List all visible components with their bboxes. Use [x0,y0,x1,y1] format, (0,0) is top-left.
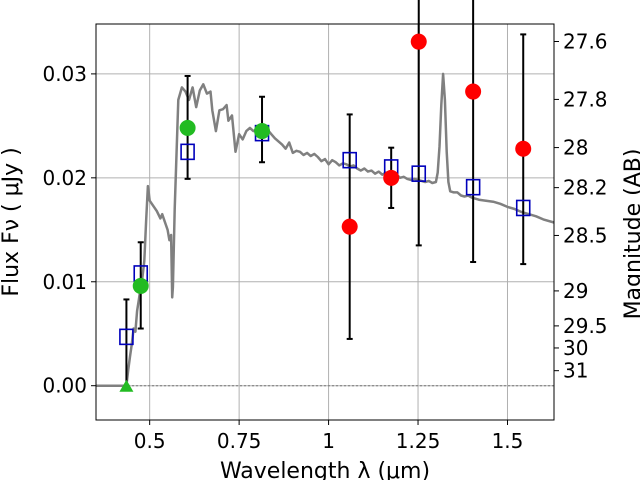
observed-point [383,169,400,186]
model-photometry-point [342,151,357,169]
right-tick-label: 30 [563,336,588,360]
y-tick-label: 0.01 [42,270,87,294]
model-photometry-point [515,199,531,217]
x-tick-label: 1 [322,429,335,453]
model-photometry-point [119,328,134,346]
model-photometry-point [411,165,427,182]
observed-point [179,119,196,136]
y-axis-ticks: 0.00 0.01 0.02 0.03 [42,62,96,398]
model-spectrum-line [96,72,555,387]
right-tick-label: 31 [563,359,588,383]
x-tick-label: 0.5 [134,429,166,453]
observed-point [341,218,358,235]
right-tick-label: 28 [563,136,588,160]
right-tick-label: 28.2 [563,176,608,200]
y-axis-label: Flux Fν ( μJy ) [0,147,24,296]
right-tick-label: 28.5 [563,223,608,247]
y-tick-label: 0.03 [42,62,87,86]
model-photometry-point [465,178,481,196]
observed-photometry-layer [119,33,532,392]
model-spectrum-layer [96,72,555,387]
x-tick-label: 0.75 [217,429,262,453]
model-photometry-point [180,143,195,161]
x-axis-label: Wavelength λ (μm) [220,459,430,480]
observed-point [515,140,532,157]
plot-frame [95,23,555,421]
y-tick-label: 0.02 [42,166,87,190]
observed-point [410,33,427,50]
right-tick-label: 27.8 [563,87,608,111]
observed-point [465,83,482,100]
right-tick-label: 29.5 [563,314,608,338]
x-tick-label: 1.25 [396,429,441,453]
x-tick-label: 1.5 [492,429,524,453]
upper-limit-marker [119,379,134,392]
observed-point [254,123,271,140]
observed-point [132,277,149,294]
right-tick-label: 29 [563,279,588,303]
right-axis-label: Magnitude (AB) [621,149,640,320]
errorbar-layer [123,0,527,387]
right-tick-label: 27.6 [563,30,608,54]
x-axis-ticks: 0.5 0.75 1 1.25 1.5 [134,420,524,453]
y-tick-label: 0.00 [42,374,87,398]
